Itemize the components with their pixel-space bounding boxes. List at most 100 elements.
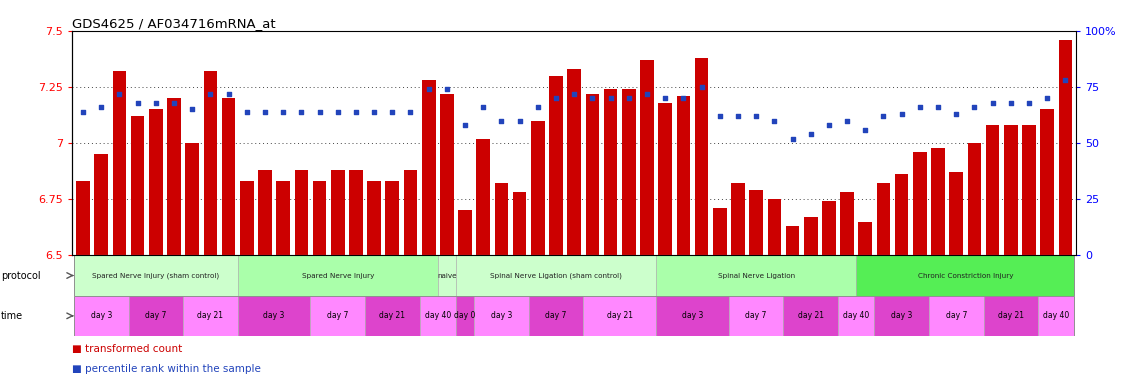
Point	[310, 109, 329, 115]
Point	[711, 113, 729, 119]
Text: day 21: day 21	[798, 311, 823, 320]
Point	[74, 109, 93, 115]
Text: day 0: day 0	[455, 311, 476, 320]
Bar	[149, 109, 163, 255]
Bar	[767, 199, 781, 255]
Bar	[74, 255, 238, 296]
Point	[984, 99, 1002, 106]
Point	[255, 109, 274, 115]
Bar	[984, 296, 1039, 336]
Text: time: time	[1, 311, 23, 321]
Point	[747, 113, 765, 119]
Point	[474, 104, 492, 110]
Bar	[313, 181, 326, 255]
Bar	[840, 192, 854, 255]
Text: day 40: day 40	[843, 311, 869, 320]
Point	[910, 104, 929, 110]
Point	[128, 99, 147, 106]
Text: day 7: day 7	[545, 311, 567, 320]
Bar	[222, 98, 236, 255]
Text: day 3: day 3	[891, 311, 913, 320]
Bar	[640, 60, 654, 255]
Bar	[258, 170, 271, 255]
Bar	[294, 170, 308, 255]
Text: day 21: day 21	[379, 311, 405, 320]
Text: day 21: day 21	[997, 311, 1024, 320]
Bar	[603, 89, 617, 255]
Text: day 7: day 7	[946, 311, 966, 320]
Bar	[658, 103, 672, 255]
Point	[693, 84, 711, 90]
Point	[892, 111, 910, 117]
Point	[437, 86, 456, 92]
Point	[110, 91, 128, 97]
Bar	[1041, 109, 1055, 255]
Point	[929, 104, 947, 110]
Bar	[875, 296, 929, 336]
Bar	[458, 210, 472, 255]
Bar	[1039, 296, 1074, 336]
Text: Chronic Constriction Injury: Chronic Constriction Injury	[917, 273, 1013, 278]
Bar	[131, 116, 144, 255]
Point	[347, 109, 365, 115]
Text: Spinal Nerve Ligation: Spinal Nerve Ligation	[718, 273, 795, 278]
Bar	[183, 296, 238, 336]
Text: day 40: day 40	[425, 311, 451, 320]
Bar	[349, 170, 363, 255]
Bar	[495, 184, 508, 255]
Point	[783, 136, 802, 142]
Point	[365, 109, 384, 115]
Bar	[310, 296, 365, 336]
Bar	[895, 174, 908, 255]
Bar	[929, 296, 984, 336]
Point	[292, 109, 310, 115]
Bar	[421, 80, 435, 255]
Point	[1002, 99, 1020, 106]
Point	[1020, 99, 1039, 106]
Point	[838, 118, 856, 124]
Point	[947, 111, 965, 117]
Text: naive: naive	[437, 273, 457, 278]
Bar	[695, 58, 709, 255]
Bar	[749, 190, 763, 255]
Point	[765, 118, 783, 124]
Bar	[877, 184, 891, 255]
Bar	[583, 296, 656, 336]
Bar	[476, 139, 490, 255]
Bar	[838, 296, 875, 336]
Bar	[331, 170, 345, 255]
Point	[1056, 77, 1074, 83]
Bar	[968, 143, 981, 255]
Point	[384, 109, 402, 115]
Point	[674, 95, 693, 101]
Bar	[913, 152, 926, 255]
Point	[492, 118, 511, 124]
Bar	[585, 94, 599, 255]
Bar	[656, 296, 729, 336]
Bar	[74, 296, 128, 336]
Point	[638, 91, 656, 97]
Point	[547, 95, 566, 101]
Point	[402, 109, 420, 115]
Bar	[1059, 40, 1072, 255]
Bar	[77, 181, 89, 255]
Bar	[513, 192, 527, 255]
Bar	[240, 181, 253, 255]
Bar	[732, 184, 744, 255]
Bar	[419, 296, 456, 336]
Text: day 21: day 21	[607, 311, 633, 320]
Bar	[856, 255, 1074, 296]
Bar	[238, 255, 437, 296]
Point	[183, 106, 202, 113]
Bar	[949, 172, 963, 255]
Bar	[859, 222, 872, 255]
Bar	[474, 296, 529, 336]
Text: day 7: day 7	[745, 311, 767, 320]
Text: Spared Nerve Injury: Spared Nerve Injury	[301, 273, 374, 278]
Bar	[128, 296, 183, 336]
Point	[564, 91, 583, 97]
Bar	[986, 125, 1000, 255]
Point	[92, 104, 110, 110]
Text: ■ transformed count: ■ transformed count	[72, 344, 182, 354]
Bar	[365, 296, 419, 336]
